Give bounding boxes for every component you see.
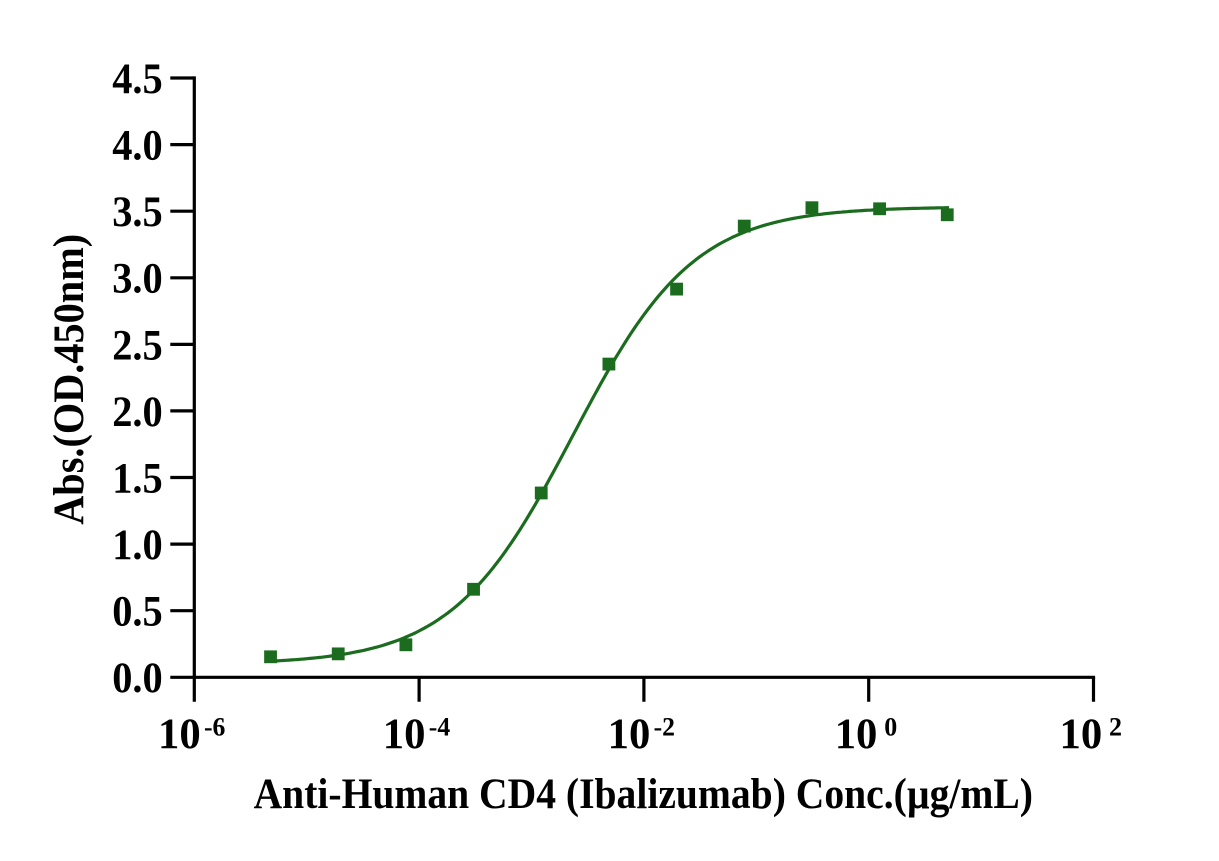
- svg-text:-2: -2: [654, 713, 675, 742]
- svg-text:3.5: 3.5: [112, 189, 163, 236]
- svg-text:Anti-Human CD4 (Ibalizumab) Co: Anti-Human CD4 (Ibalizumab) Conc.(µg/mL): [254, 771, 1033, 818]
- svg-text:2.0: 2.0: [112, 389, 163, 436]
- svg-text:10: 10: [1060, 711, 1103, 758]
- svg-text:4.0: 4.0: [112, 123, 163, 170]
- svg-text:Abs.(OD.450nm): Abs.(OD.450nm): [46, 234, 93, 525]
- svg-text:0: 0: [884, 713, 897, 742]
- svg-text:-4: -4: [429, 713, 450, 742]
- svg-text:-6: -6: [204, 713, 225, 742]
- svg-text:3.0: 3.0: [112, 256, 163, 303]
- svg-text:10: 10: [158, 711, 201, 758]
- svg-text:1.0: 1.0: [112, 522, 163, 569]
- svg-text:10: 10: [608, 711, 651, 758]
- svg-text:4.5: 4.5: [112, 56, 163, 103]
- svg-text:10: 10: [383, 711, 426, 758]
- svg-text:0.0: 0.0: [112, 655, 163, 702]
- svg-text:2: 2: [1109, 713, 1122, 742]
- svg-text:0.5: 0.5: [112, 589, 163, 636]
- svg-text:2.5: 2.5: [112, 322, 163, 369]
- svg-text:1.5: 1.5: [112, 455, 163, 502]
- svg-text:10: 10: [835, 711, 878, 758]
